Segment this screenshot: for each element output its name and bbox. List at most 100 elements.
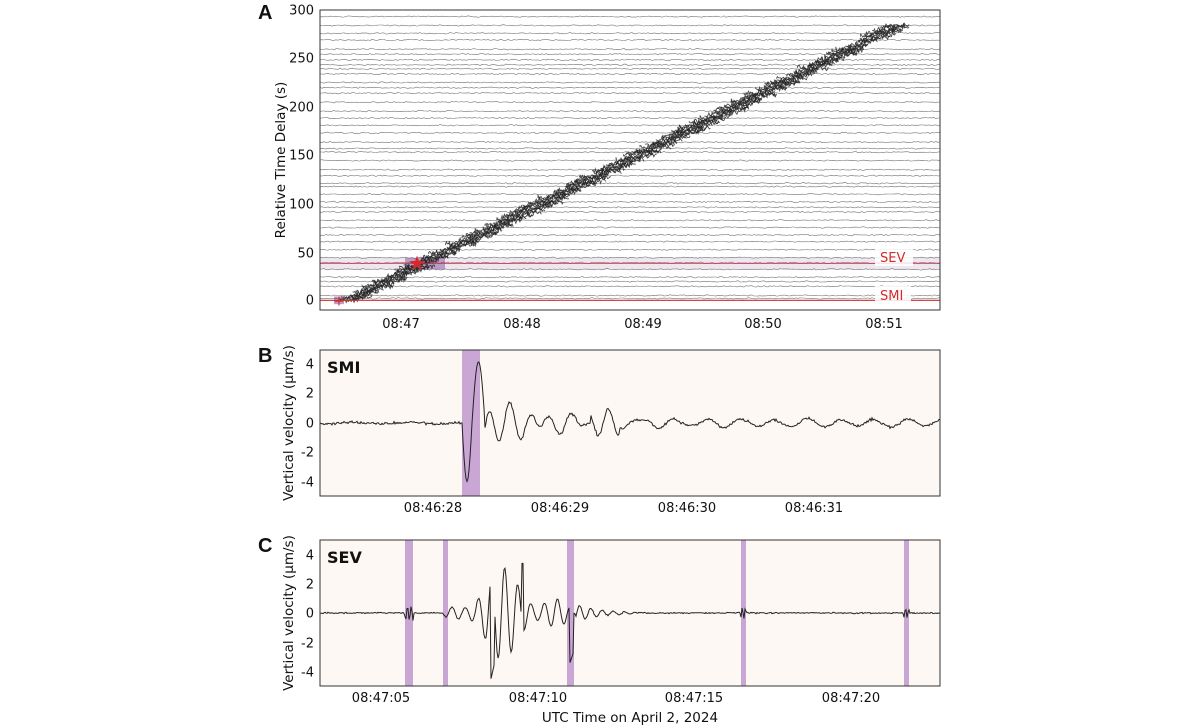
panel-a-ytick: 100 bbox=[289, 198, 314, 213]
record-trace bbox=[319, 124, 941, 127]
moveout-wavelet bbox=[518, 206, 538, 216]
panel-a-xtick: 08:47 bbox=[382, 317, 419, 332]
moveout-wavelet bbox=[432, 248, 457, 257]
record-trace bbox=[319, 24, 941, 27]
moveout-wavelet bbox=[642, 147, 659, 154]
moveout-wavelet bbox=[827, 51, 850, 58]
moveout-wavelet bbox=[887, 22, 910, 29]
moveout-wavelet bbox=[678, 123, 711, 132]
record-trace bbox=[319, 219, 941, 222]
panel-c-highlight bbox=[443, 540, 448, 686]
panel-b-ytick: 4 bbox=[306, 358, 314, 373]
panel-b-ytick: -2 bbox=[301, 446, 314, 461]
record-trace bbox=[319, 185, 941, 188]
panel-a-background bbox=[320, 257, 940, 305]
record-trace bbox=[319, 72, 941, 76]
moveout-wavelet bbox=[374, 279, 395, 287]
record-trace bbox=[319, 147, 940, 150]
panel-c-xtick: 08:47:05 bbox=[352, 691, 410, 706]
moveout-wavelet bbox=[360, 286, 381, 294]
moveout-wavelet bbox=[527, 201, 558, 209]
panel-a-xtick: 08:50 bbox=[744, 317, 781, 332]
panel-a-letter: A bbox=[258, 2, 272, 24]
record-trace bbox=[319, 151, 941, 154]
moveout-wavelet bbox=[396, 268, 419, 275]
moveout-wavelet bbox=[809, 58, 836, 67]
panel-a-ytick: 300 bbox=[289, 4, 314, 19]
moveout-wavelet bbox=[646, 144, 660, 151]
panel-a: A + 0 50 100 150 200 250 300 08:47 08:48… bbox=[258, 2, 941, 332]
moveout-wavelet bbox=[713, 104, 746, 115]
moveout-wavelet bbox=[426, 251, 449, 259]
panel-c-xtick: 08:47:20 bbox=[822, 691, 880, 706]
record-trace bbox=[319, 174, 941, 177]
record-trace bbox=[319, 193, 941, 196]
panel-c-highlight bbox=[567, 540, 574, 686]
panel-b-xtick: 08:46:31 bbox=[785, 501, 843, 516]
moveout-wavelet bbox=[458, 235, 482, 244]
record-trace bbox=[319, 116, 940, 120]
record-trace bbox=[319, 86, 941, 89]
moveout-wavelet bbox=[874, 29, 896, 34]
record-trace bbox=[319, 168, 941, 171]
record-trace bbox=[319, 206, 941, 209]
panel-c-xtick: 08:47:10 bbox=[509, 691, 567, 706]
panel-b-ytick: 2 bbox=[306, 387, 314, 402]
moveout-wavelet bbox=[774, 77, 801, 85]
panel-b-xtick: 08:46:29 bbox=[531, 501, 589, 516]
moveout-wavelet bbox=[447, 240, 479, 247]
moveout-wavelet bbox=[677, 126, 704, 133]
panel-c-y-ticks: 4 2 0 -2 -4 bbox=[301, 549, 314, 681]
panel-b: B SMI 4 2 0 -2 -4 08:46:28 08:46:29 08:4… bbox=[258, 345, 941, 516]
smi-label-bg bbox=[875, 286, 911, 304]
moveout-wavelet bbox=[668, 131, 689, 139]
moveout-wavelet bbox=[724, 102, 749, 110]
panel-c-ytick: -4 bbox=[301, 666, 314, 681]
moveout-wavelet bbox=[615, 156, 645, 164]
moveout-wavelet bbox=[433, 253, 447, 258]
panel-c-ytick: 2 bbox=[306, 578, 314, 593]
moveout-wavelet bbox=[553, 187, 582, 195]
panel-c-station-tag: SEV bbox=[327, 548, 362, 567]
record-trace bbox=[319, 233, 941, 237]
panel-b-y-label: Vertical velocity (μm/s) bbox=[281, 345, 297, 501]
moveout-wavelet bbox=[815, 58, 834, 66]
moveout-wavelet bbox=[514, 205, 546, 213]
moveout-wavelet bbox=[355, 289, 372, 299]
sev-pick-star bbox=[409, 255, 425, 270]
panel-a-xtick: 08:51 bbox=[865, 317, 902, 332]
moveout-wavelet bbox=[883, 22, 910, 30]
record-trace bbox=[319, 58, 941, 62]
moveout-wavelet bbox=[785, 74, 804, 81]
moveout-wavelet bbox=[553, 188, 576, 196]
record-trace bbox=[319, 32, 940, 35]
panel-a-ytick: 50 bbox=[297, 247, 314, 262]
record-trace bbox=[319, 182, 941, 185]
moveout-wavelet bbox=[373, 278, 405, 285]
panel-a-xtick: 08:48 bbox=[503, 317, 540, 332]
sev-station-label: SEV bbox=[880, 251, 905, 266]
panel-c-trace bbox=[319, 562, 941, 679]
moveout-wavelet bbox=[528, 202, 551, 209]
moveout-wavelet bbox=[835, 45, 865, 54]
panel-a-x-ticks: 08:47 08:48 08:49 08:50 08:51 bbox=[382, 317, 902, 332]
moveout-wavelet bbox=[814, 57, 839, 64]
moveout-wavelet bbox=[381, 275, 407, 283]
moveout-wavelet bbox=[444, 240, 477, 248]
moveout-wavelet bbox=[570, 179, 597, 186]
moveout-wavelet bbox=[763, 84, 783, 91]
record-trace bbox=[319, 131, 941, 135]
panel-b-station-tag: SMI bbox=[327, 358, 360, 377]
record-trace bbox=[319, 200, 941, 204]
panel-b-highlight bbox=[462, 350, 480, 496]
moveout-wavelet bbox=[799, 67, 818, 73]
record-trace bbox=[319, 285, 941, 288]
moveout-wavelet bbox=[391, 271, 410, 277]
panel-c-letter: C bbox=[258, 535, 272, 557]
record-trace bbox=[319, 280, 941, 283]
panel-c-y-label: Vertical velocity (μm/s) bbox=[281, 535, 297, 691]
panel-b-ytick: -4 bbox=[301, 476, 314, 491]
panel-a-y-label: Relative Time Delay (s) bbox=[273, 82, 289, 239]
panel-c-frame bbox=[319, 539, 941, 687]
